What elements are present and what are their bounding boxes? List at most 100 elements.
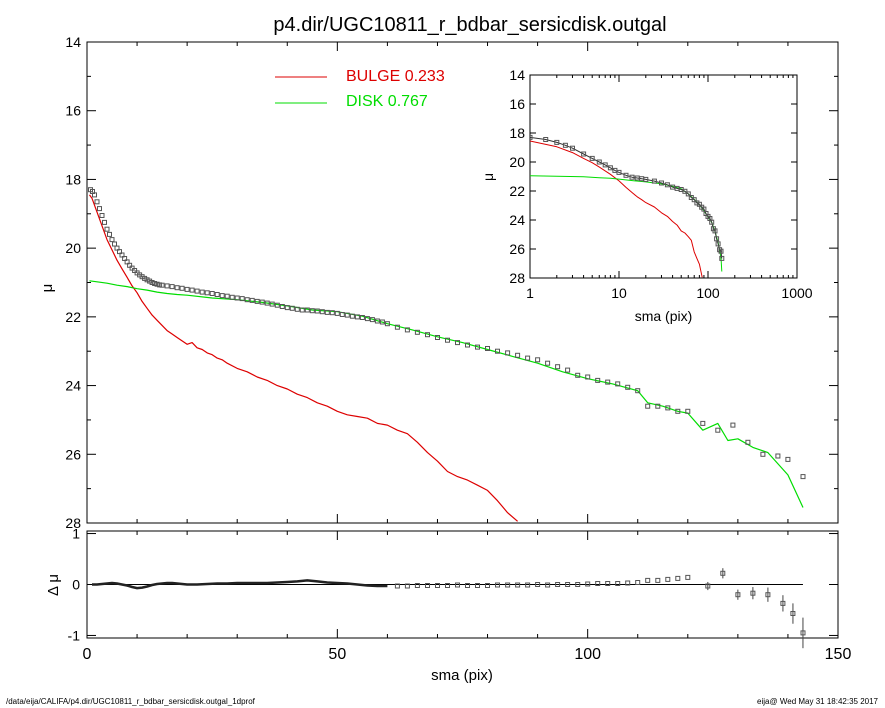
data-point [289, 305, 295, 311]
data-point [445, 337, 450, 343]
main-ytick-label: 22 [65, 309, 81, 325]
data-point [379, 319, 385, 325]
inset-data-point [659, 180, 664, 186]
inset-data-point [589, 155, 595, 161]
inset-data-point [709, 219, 715, 225]
inset-ytick-label: 24 [509, 212, 525, 228]
residual-point [515, 582, 521, 588]
data-point [189, 287, 195, 293]
data-point [274, 302, 280, 308]
residual-xtick-label: 150 [825, 646, 852, 663]
residual-point [425, 583, 430, 588]
residual-point [625, 580, 631, 586]
inset-data-point [685, 191, 691, 197]
residual-point [735, 592, 741, 598]
data-point [304, 307, 310, 313]
residual-point [635, 580, 641, 585]
footer-file-path: /data/eija/CALIFA/p4.dir/UGC10811_r_bdba… [6, 697, 255, 706]
residual-point [720, 570, 726, 576]
data-point [785, 456, 791, 462]
data-points-group [88, 187, 806, 480]
data-point [124, 259, 130, 265]
inset-data-point [570, 145, 575, 151]
data-point [264, 300, 270, 306]
residual-point [655, 577, 661, 583]
data-point [495, 348, 500, 354]
data-point [254, 298, 260, 304]
data-point [359, 315, 365, 320]
data-point [269, 301, 275, 307]
inset-ylabel: μ [480, 173, 496, 181]
residual-point [414, 583, 420, 588]
data-point [354, 314, 360, 320]
inset-data-point [651, 178, 657, 184]
data-point [435, 335, 440, 340]
inset-xtick-label: 100 [696, 285, 720, 301]
data-point [565, 367, 571, 373]
data-point [485, 346, 490, 351]
data-point [700, 420, 706, 426]
inset-data-point [602, 162, 608, 168]
residual-xtick-label: 50 [328, 646, 346, 663]
residual-point [545, 582, 551, 588]
disk-line [89, 280, 804, 508]
data-point [329, 310, 335, 316]
residual-curve [92, 579, 388, 590]
data-point [309, 308, 315, 314]
data-point [394, 324, 400, 330]
data-point [174, 285, 180, 291]
data-point [102, 219, 107, 225]
data-point [224, 293, 230, 299]
data-point [229, 294, 235, 300]
data-point [364, 316, 370, 322]
data-point [404, 327, 410, 333]
main-ylabel: μ [39, 284, 56, 293]
residual-point [404, 583, 410, 589]
data-point [369, 317, 375, 323]
inset-data-point [682, 188, 688, 194]
data-point [545, 360, 551, 366]
residual-point [485, 583, 490, 588]
inset-data-point [607, 165, 613, 171]
legend-bulge-label: BULGE 0.233 [346, 68, 445, 85]
inset-ytick-label: 26 [509, 241, 525, 257]
inset-data-point [643, 176, 649, 182]
residual-ylabel: Δ μ [45, 574, 62, 596]
data-point [184, 286, 190, 292]
data-point [675, 408, 681, 414]
inset-xtick-label: 1 [526, 285, 534, 301]
data-point [299, 307, 305, 313]
data-point [334, 310, 340, 316]
residual-point [595, 581, 601, 586]
inset-ytick-label: 16 [509, 96, 525, 112]
inset-ytick-label: 28 [509, 270, 525, 286]
data-point [279, 304, 285, 309]
inset-ytick-label: 18 [509, 125, 525, 141]
data-point [414, 329, 420, 335]
data-point [284, 305, 290, 311]
data-point [219, 293, 225, 299]
inset-data-point [714, 236, 720, 242]
residual-point [765, 592, 771, 598]
residual-point [615, 581, 621, 586]
residual-point [565, 582, 571, 587]
inset-data-point [719, 255, 725, 261]
main-ytick-label: 26 [65, 446, 81, 462]
data-point [715, 427, 721, 433]
residual-point [394, 583, 400, 589]
data-point [605, 379, 611, 385]
inset-data-point [562, 142, 568, 148]
residual-point [475, 583, 480, 588]
inset-data-point [691, 197, 697, 203]
data-point [800, 474, 806, 480]
inset-data-point [596, 159, 602, 165]
residual-point [575, 582, 581, 587]
residual-point [705, 583, 711, 589]
inset-data-point [715, 241, 721, 247]
data-point [625, 384, 631, 390]
data-point [655, 403, 661, 409]
inset-points-group [530, 134, 725, 261]
inset-data-point [530, 134, 533, 140]
